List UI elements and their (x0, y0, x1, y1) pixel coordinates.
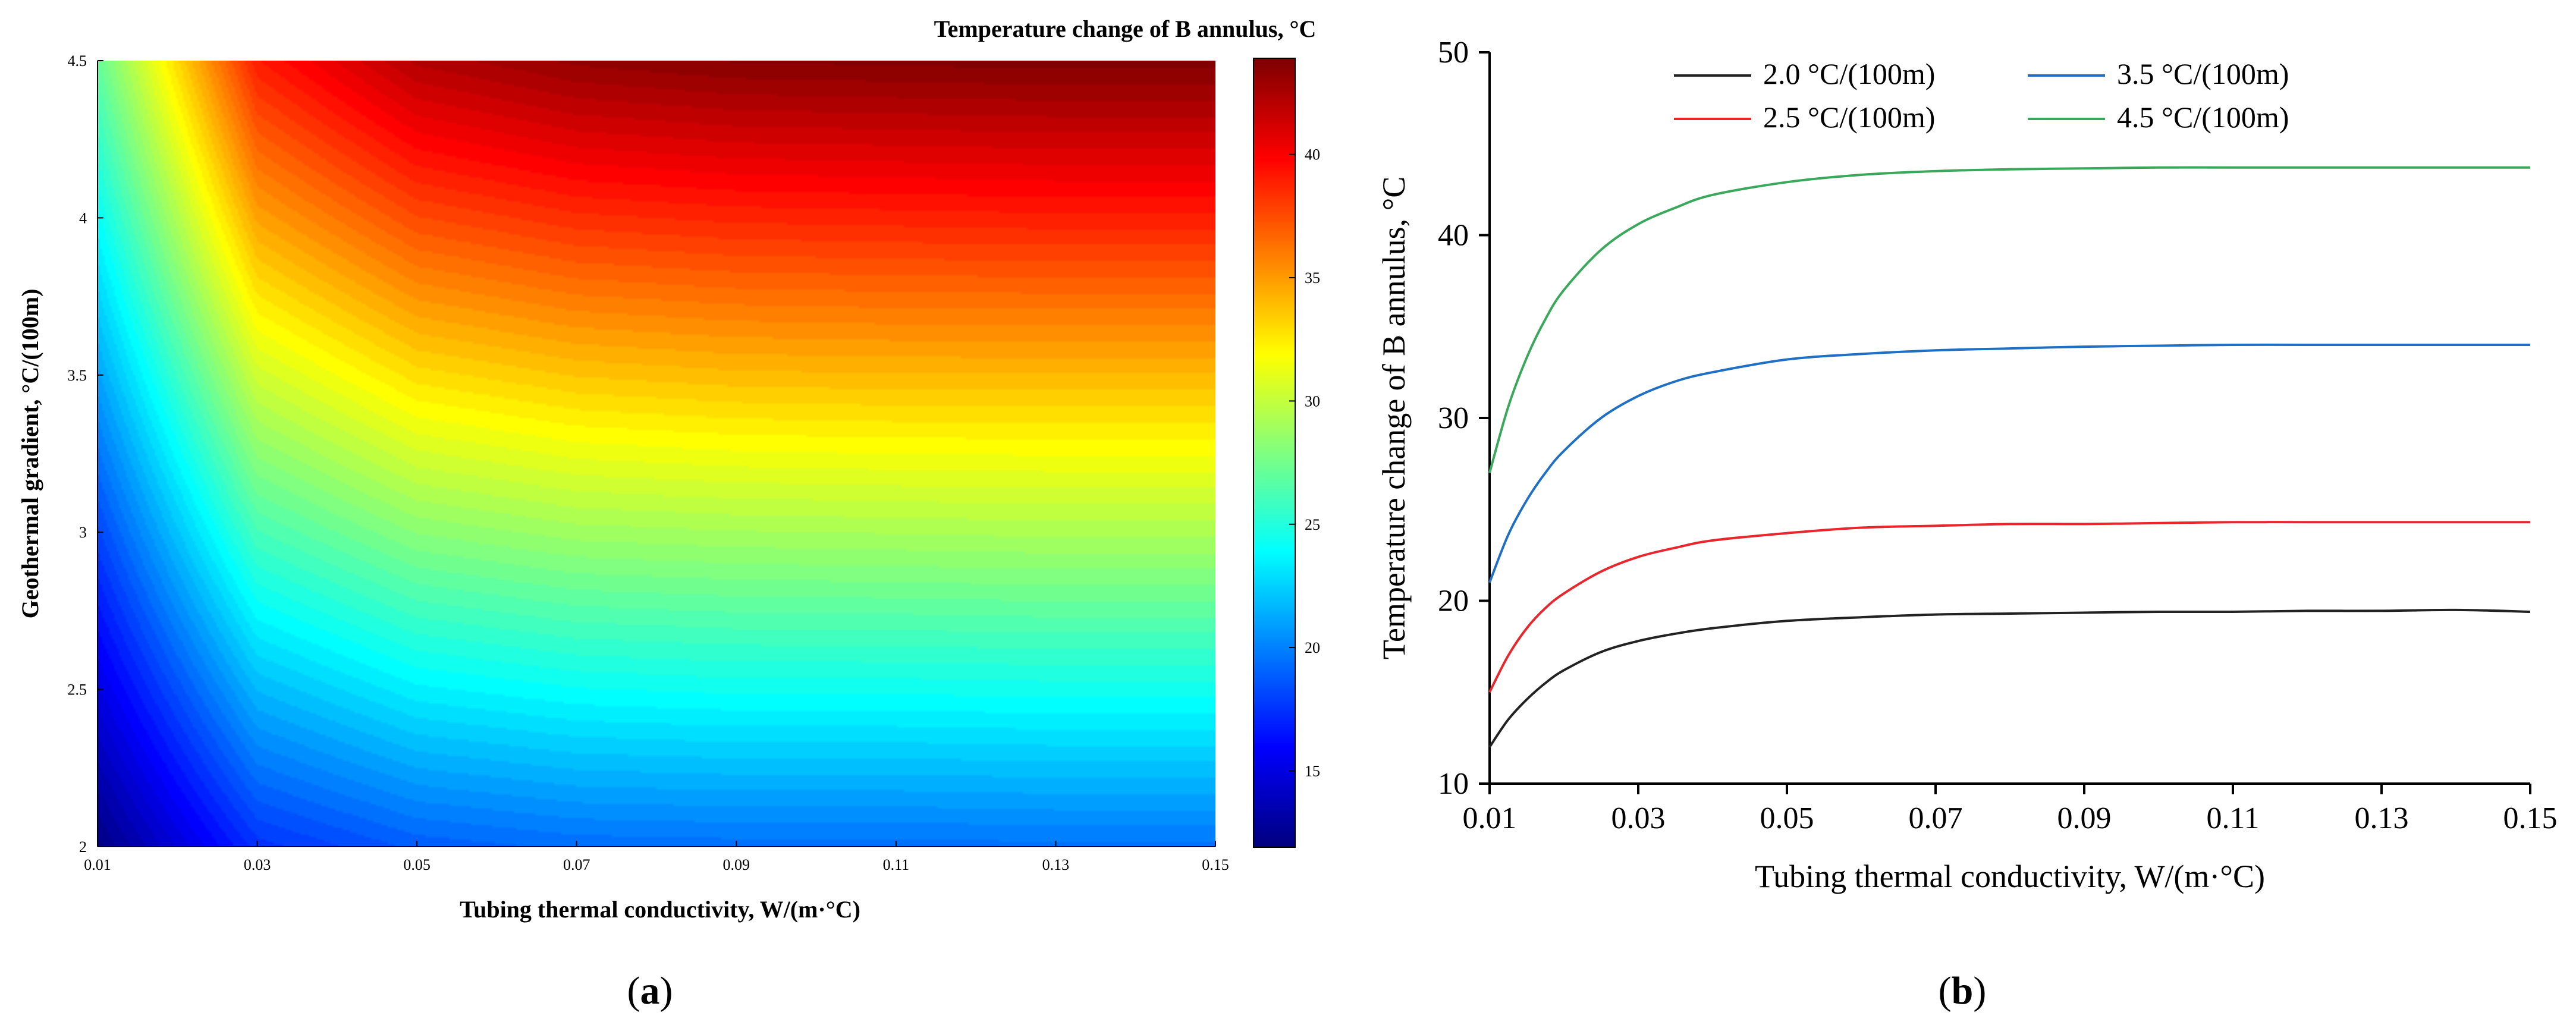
heatmap-x-tick-label-0-13: 0.13 (1042, 856, 1070, 873)
line-chart-x-tick-label-0-11: 0.11 (2206, 801, 2259, 835)
colorbar-ticks: 15 20 25 30 35 40 (1289, 146, 1320, 779)
line-chart-axes (1488, 52, 2530, 785)
line-chart-y-tick-label-20: 20 (1438, 584, 1469, 618)
legend-label-3-5: 3.5 °C/(100m) (2117, 57, 2289, 90)
colorbar: 15 20 25 30 35 40 (1253, 58, 1320, 848)
legend-label-2-0: 2.0 °C/(100m) (1763, 57, 1935, 90)
panel-label-b: (b) (1939, 969, 1987, 1013)
colorbar-gradient (1254, 58, 1295, 847)
heatmap-x-tick-label-0-01: 0.01 (84, 856, 111, 873)
colorbar-tick-label-35: 35 (1305, 269, 1320, 287)
line-chart-y-tick-label-30: 30 (1438, 401, 1469, 435)
line-chart-y-axis-label: Temperature change of B annulus, °C (1376, 177, 1412, 660)
line-chart-x-tick-label-0-09: 0.09 (2057, 801, 2112, 835)
line-chart-legend: 2.0 °C/(100m) 2.5 °C/(100m) 3.5 °C/(100m… (1674, 57, 2289, 134)
line-chart-panel: 0.01 0.03 0.05 0.07 0.09 0.11 0.13 0.15 10 20 30 4… (1376, 36, 2558, 1013)
heatmap-x-ticks: 0.01 0.03 0.05 0.07 0.09 0.11 0.13 0.15 (84, 841, 1229, 873)
heatmap-x-tick-label-0-15: 0.15 (1202, 856, 1229, 873)
heatmap-x-tick-label-0-03: 0.03 (244, 856, 271, 873)
heatmap-panel: Temperature change of B annulus, °C 0.01… (17, 15, 1320, 1013)
line-chart-y-tick-label-10: 10 (1438, 767, 1469, 801)
colorbar-tick-label-25: 25 (1305, 516, 1320, 533)
series-line-3-5-C-100m (1488, 343, 2530, 583)
line-chart-series (1488, 166, 2531, 748)
line-chart-x-ticks: 0.01 0.03 0.05 0.07 0.09 0.11 0.13 0.15 (1463, 784, 2558, 835)
line-chart-x-tick-label-0-07: 0.07 (1909, 801, 1963, 835)
line-chart-y-ticks: 10 20 30 40 50 (1438, 36, 1490, 801)
line-chart-x-tick-label-0-15: 0.15 (2503, 801, 2558, 835)
legend-label-2-5: 2.5 °C/(100m) (1763, 100, 1935, 134)
heatmap-y-axis-label: Geothermal gradient, °C/(100m) (17, 289, 43, 619)
colorbar-frame (1253, 58, 1296, 848)
colorbar-tick-label-30: 30 (1305, 392, 1320, 410)
series-line-2-0-C-100m (1488, 608, 2531, 748)
heatmap-image (98, 61, 1215, 847)
line-chart-x-axis-label: Tubing thermal conductivity, W/(m·°C) (1755, 859, 2265, 894)
heatmap-x-tick-label-0-11: 0.11 (883, 856, 910, 873)
heatmap-x-tick-label-0-07: 0.07 (563, 856, 590, 873)
colorbar-tick-label-40: 40 (1305, 146, 1320, 164)
heatmap-y-tick-label-4: 4 (79, 209, 87, 227)
colorbar-tick-label-15: 15 (1305, 762, 1320, 779)
heatmap-x-tick-label-0-05: 0.05 (403, 856, 431, 873)
heatmap-x-tick-label-0-09: 0.09 (723, 856, 750, 873)
series-line-4-5-C-100m (1488, 166, 2530, 473)
heatmap-title: Temperature change of B annulus, °C (934, 15, 1317, 42)
heatmap-y-tick-label-3: 3 (79, 524, 87, 541)
heatmap-plot-area (98, 61, 1215, 847)
series-line-2-5-C-100m (1488, 521, 2530, 693)
legend-label-4-5: 4.5 °C/(100m) (2117, 100, 2289, 134)
line-chart-x-tick-label-0-13: 0.13 (2355, 801, 2409, 835)
heatmap-y-tick-label-3-5: 3.5 (68, 367, 87, 384)
line-chart-y-tick-label-40: 40 (1438, 219, 1469, 253)
line-chart-x-tick-label-0-01: 0.01 (1463, 801, 1517, 835)
heatmap-y-tick-label-2-5: 2.5 (68, 681, 87, 699)
line-chart-x-tick-label-0-05: 0.05 (1760, 801, 1814, 835)
line-chart-y-tick-label-50: 50 (1438, 36, 1469, 70)
heatmap-y-tick-label-2: 2 (79, 838, 87, 856)
line-chart-x-tick-label-0-03: 0.03 (1611, 801, 1666, 835)
heatmap-y-ticks: 2 2.5 3 3.5 4 4.5 (68, 52, 103, 856)
heatmap-y-tick-label-4-5: 4.5 (68, 52, 87, 70)
colorbar-tick-label-20: 20 (1305, 639, 1320, 656)
heatmap-x-axis-label: Tubing thermal conductivity, W/(m·°C) (460, 896, 860, 923)
panel-label-a: (a) (627, 969, 673, 1013)
